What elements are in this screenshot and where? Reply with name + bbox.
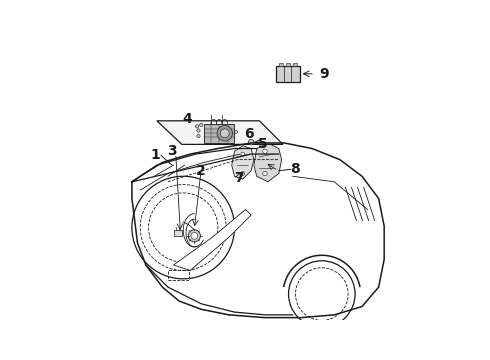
Text: 1: 1 [150, 148, 160, 162]
Circle shape [263, 149, 267, 153]
Circle shape [197, 134, 200, 138]
Polygon shape [157, 121, 283, 144]
Polygon shape [254, 143, 282, 182]
Circle shape [191, 233, 197, 239]
Bar [293, 63, 297, 66]
Circle shape [196, 125, 199, 128]
Text: 3: 3 [167, 144, 177, 158]
Bar [279, 63, 283, 66]
Text: 7: 7 [234, 171, 244, 185]
Circle shape [199, 123, 203, 127]
Text: 6: 6 [244, 127, 254, 141]
Circle shape [217, 126, 233, 141]
FancyBboxPatch shape [275, 66, 300, 82]
Polygon shape [232, 146, 254, 179]
Text: 5: 5 [258, 136, 268, 150]
Polygon shape [173, 210, 251, 270]
Circle shape [197, 129, 200, 132]
Text: 8: 8 [291, 162, 300, 176]
Circle shape [241, 152, 245, 156]
Circle shape [234, 130, 238, 134]
Circle shape [241, 172, 245, 175]
Text: 4: 4 [182, 112, 192, 126]
Circle shape [263, 171, 267, 176]
Text: 2: 2 [196, 164, 206, 178]
Circle shape [248, 139, 254, 145]
Circle shape [188, 230, 200, 242]
Bar [168, 270, 189, 280]
Bar [173, 230, 182, 237]
Bar [204, 123, 235, 143]
Bar [286, 63, 290, 66]
Circle shape [220, 129, 229, 138]
Text: 9: 9 [319, 67, 329, 81]
